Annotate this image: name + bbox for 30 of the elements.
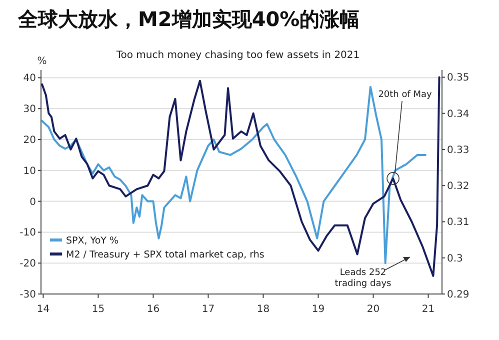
y-tick-label: -30	[20, 290, 36, 300]
y-tick-label: 10	[23, 166, 36, 177]
x-tick-label: 21	[422, 304, 435, 315]
y-tick-label: -20	[20, 258, 36, 270]
annotation: 20th of May	[378, 90, 433, 100]
legend-label: M2 / Treasury + SPX total market cap, rhs	[66, 250, 264, 260]
y2-tick-label: 0.35	[447, 72, 470, 84]
y-tick-label: -10	[20, 228, 36, 239]
y2-tick-label: 0.32	[447, 181, 470, 192]
y-tick-label: 30	[23, 104, 36, 116]
x-tick-label: 17	[202, 304, 215, 315]
chart-subtitle: Too much money chasing too few assets in 2021	[115, 50, 360, 61]
y2-tick-label: 0.34	[447, 108, 470, 120]
y-axis-title: %	[37, 56, 47, 67]
y2-tick-label: 0.3	[447, 253, 463, 264]
x-tick-label: 18	[256, 304, 270, 315]
y2-tick-label: 0.31	[447, 217, 470, 228]
annotation: Leads 252 trading days	[334, 268, 392, 289]
chart-title: 全球大放水，M2增加实现40%的涨幅	[17, 7, 360, 31]
legend-label: SPX, YoY %	[66, 236, 119, 246]
y2-tick-label: 0.33	[447, 144, 470, 156]
x-tick-label: 14	[36, 304, 50, 315]
x-tick-label: 19	[312, 304, 325, 315]
x-tick-label: 16	[146, 304, 160, 315]
y-tick-label: 40	[23, 73, 36, 84]
x-tick-label: 20	[366, 304, 380, 315]
y-tick-label: 0	[30, 196, 36, 208]
y-tick-label: 20	[23, 135, 36, 146]
y2-tick-label: 0.29	[447, 290, 470, 300]
x-tick-label: 15	[92, 304, 105, 315]
